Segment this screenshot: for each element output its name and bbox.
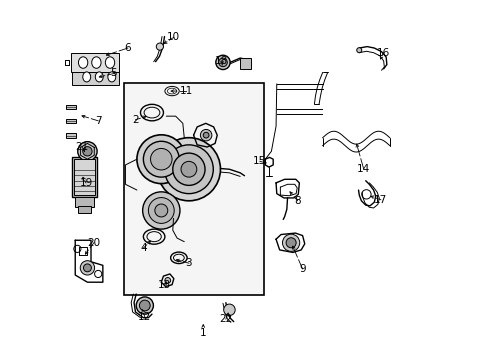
Bar: [66, 119, 76, 123]
Circle shape: [282, 234, 299, 251]
Circle shape: [200, 130, 211, 141]
Text: 18: 18: [215, 56, 228, 66]
Text: 3: 3: [185, 258, 192, 268]
Circle shape: [78, 141, 97, 161]
Text: 11: 11: [180, 86, 193, 96]
Ellipse shape: [223, 304, 235, 316]
Circle shape: [139, 300, 150, 311]
Ellipse shape: [105, 57, 115, 68]
Bar: [78, 206, 91, 213]
Bar: [66, 134, 76, 138]
Ellipse shape: [156, 43, 163, 50]
Circle shape: [83, 264, 91, 272]
Text: 12: 12: [138, 312, 151, 322]
Text: 2: 2: [132, 115, 139, 125]
Text: 20: 20: [87, 238, 100, 248]
Circle shape: [203, 132, 208, 138]
Circle shape: [356, 48, 361, 53]
Circle shape: [148, 198, 174, 224]
Bar: [66, 105, 76, 109]
Text: 19: 19: [79, 178, 92, 188]
Circle shape: [164, 145, 213, 194]
Circle shape: [172, 153, 204, 185]
Ellipse shape: [92, 57, 101, 68]
Text: 22: 22: [219, 314, 232, 324]
Text: 4: 4: [140, 243, 146, 253]
Ellipse shape: [215, 55, 230, 69]
Circle shape: [82, 147, 92, 156]
Ellipse shape: [108, 72, 116, 82]
Ellipse shape: [78, 57, 88, 68]
Ellipse shape: [218, 58, 227, 67]
Text: 17: 17: [373, 195, 386, 205]
Circle shape: [155, 204, 167, 217]
Bar: [70, 53, 119, 72]
Circle shape: [142, 192, 180, 229]
Circle shape: [80, 261, 94, 275]
Circle shape: [157, 138, 220, 201]
Circle shape: [285, 238, 296, 248]
Bar: [72, 69, 119, 85]
Circle shape: [164, 278, 170, 283]
Text: 10: 10: [167, 32, 180, 42]
Bar: [74, 159, 95, 195]
Bar: [124, 83, 264, 295]
Text: 5: 5: [110, 68, 117, 78]
Text: 16: 16: [376, 48, 389, 58]
Bar: [75, 197, 94, 207]
Circle shape: [143, 141, 179, 177]
Text: 13: 13: [158, 280, 171, 290]
Ellipse shape: [82, 72, 90, 82]
Ellipse shape: [95, 72, 103, 82]
Circle shape: [181, 161, 196, 177]
Text: 6: 6: [124, 43, 131, 53]
Circle shape: [150, 148, 172, 170]
Text: 14: 14: [356, 163, 369, 174]
Text: 1: 1: [200, 328, 206, 338]
Text: 8: 8: [294, 196, 300, 206]
Bar: [72, 157, 97, 197]
Text: 15: 15: [253, 156, 266, 166]
Text: 7: 7: [95, 116, 102, 126]
Text: 9: 9: [299, 264, 305, 274]
Circle shape: [137, 135, 185, 184]
Text: 21: 21: [75, 142, 88, 152]
Bar: [240, 58, 250, 69]
Circle shape: [136, 297, 153, 314]
